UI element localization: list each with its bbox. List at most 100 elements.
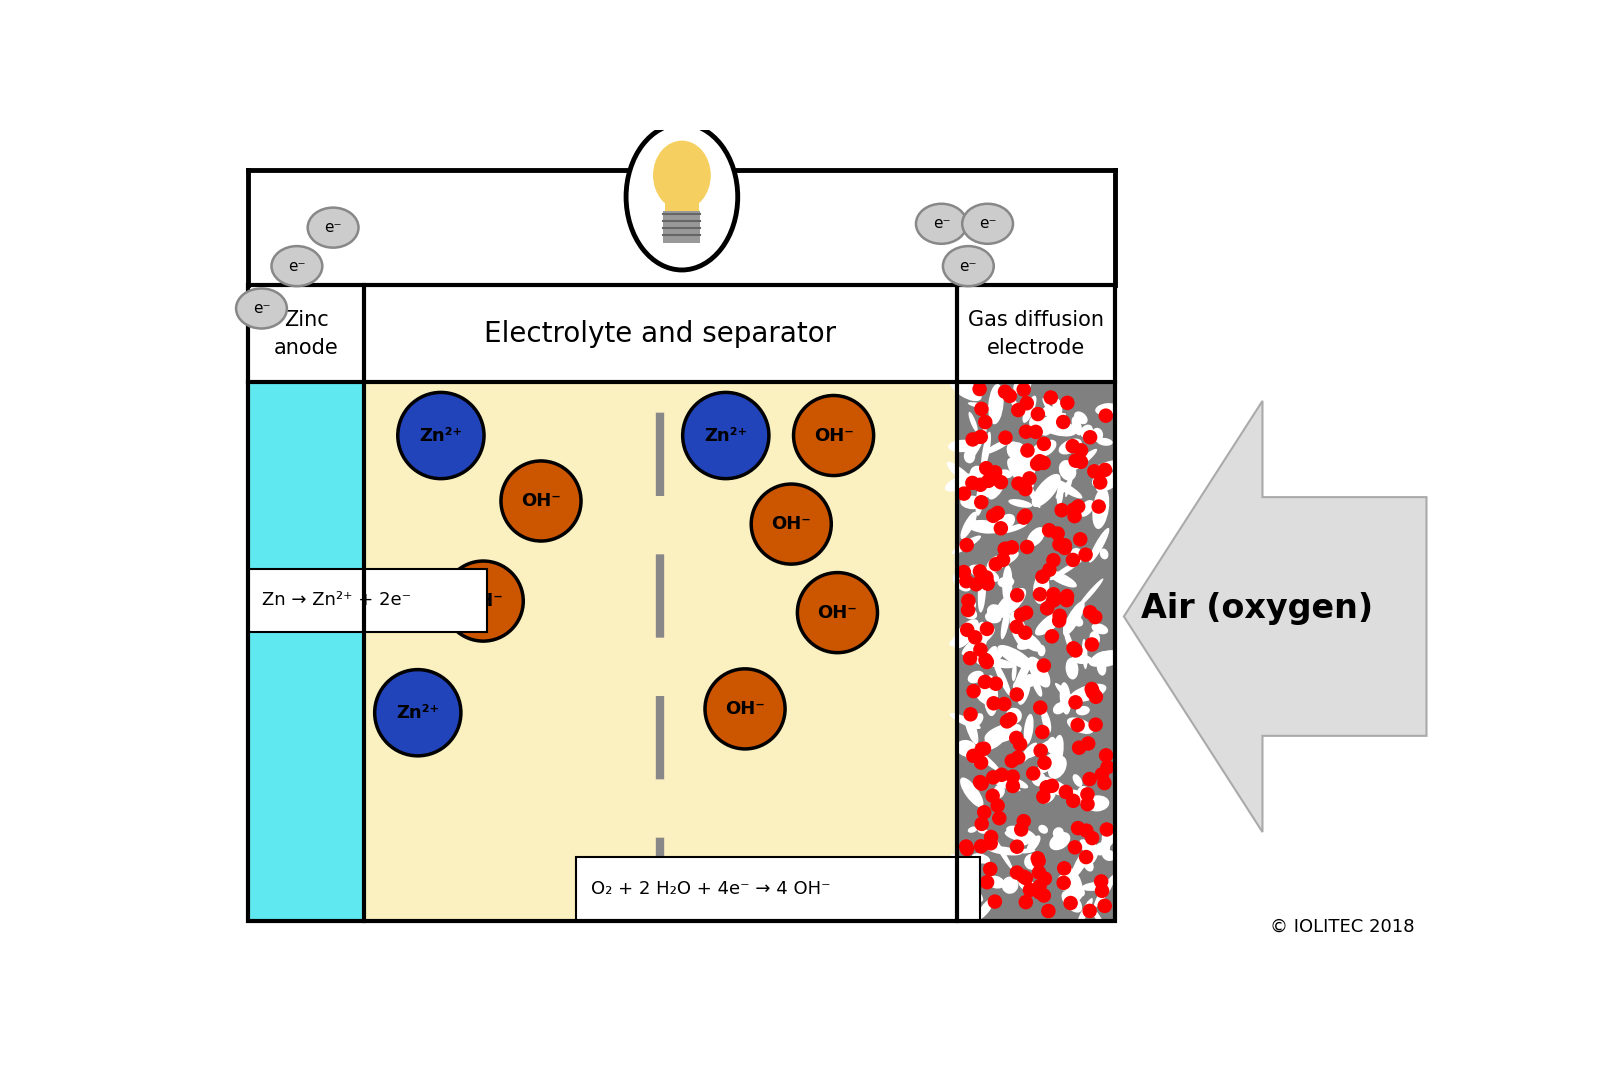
Circle shape bbox=[965, 708, 978, 721]
Circle shape bbox=[974, 478, 987, 491]
Circle shape bbox=[974, 496, 987, 509]
Ellipse shape bbox=[1092, 460, 1123, 473]
Circle shape bbox=[1092, 500, 1105, 513]
Ellipse shape bbox=[1007, 826, 1037, 843]
Text: e⁻: e⁻ bbox=[979, 216, 997, 232]
Circle shape bbox=[1029, 425, 1042, 438]
Circle shape bbox=[1099, 463, 1112, 476]
Ellipse shape bbox=[307, 208, 359, 248]
Ellipse shape bbox=[1070, 791, 1079, 797]
Circle shape bbox=[1023, 883, 1036, 897]
Ellipse shape bbox=[945, 474, 978, 491]
Text: OH⁻: OH⁻ bbox=[813, 426, 853, 445]
Circle shape bbox=[1094, 476, 1107, 489]
Ellipse shape bbox=[1023, 396, 1036, 423]
Ellipse shape bbox=[1031, 413, 1067, 428]
Circle shape bbox=[1086, 683, 1099, 696]
Circle shape bbox=[974, 403, 987, 415]
Circle shape bbox=[1057, 861, 1071, 875]
Ellipse shape bbox=[1071, 655, 1092, 664]
Ellipse shape bbox=[1081, 882, 1109, 890]
Circle shape bbox=[1099, 409, 1112, 422]
Ellipse shape bbox=[1042, 406, 1058, 418]
Circle shape bbox=[968, 631, 981, 644]
Circle shape bbox=[1036, 726, 1049, 739]
Ellipse shape bbox=[916, 203, 966, 243]
Ellipse shape bbox=[992, 835, 1013, 870]
Ellipse shape bbox=[1012, 663, 1016, 682]
Circle shape bbox=[1012, 404, 1025, 417]
Ellipse shape bbox=[1062, 890, 1083, 912]
Circle shape bbox=[1070, 454, 1083, 467]
Ellipse shape bbox=[997, 577, 1015, 588]
Ellipse shape bbox=[995, 514, 1015, 532]
Ellipse shape bbox=[1049, 477, 1083, 499]
Ellipse shape bbox=[1007, 458, 1034, 489]
Circle shape bbox=[999, 431, 1012, 445]
Ellipse shape bbox=[1076, 705, 1089, 715]
Circle shape bbox=[1099, 899, 1112, 912]
Ellipse shape bbox=[1013, 378, 1031, 394]
Circle shape bbox=[960, 840, 973, 853]
Circle shape bbox=[1018, 510, 1033, 523]
Circle shape bbox=[1010, 688, 1023, 701]
Ellipse shape bbox=[1041, 779, 1070, 797]
Bar bbox=[249, 382, 364, 921]
Ellipse shape bbox=[968, 671, 984, 683]
Circle shape bbox=[1058, 539, 1071, 552]
Ellipse shape bbox=[1089, 528, 1109, 563]
Ellipse shape bbox=[1084, 795, 1109, 812]
Circle shape bbox=[973, 776, 987, 789]
Ellipse shape bbox=[949, 630, 979, 646]
Circle shape bbox=[1081, 797, 1094, 810]
Ellipse shape bbox=[978, 571, 986, 612]
Circle shape bbox=[1075, 456, 1088, 469]
Ellipse shape bbox=[1073, 774, 1083, 787]
Circle shape bbox=[1031, 852, 1044, 865]
Circle shape bbox=[1046, 630, 1058, 643]
Ellipse shape bbox=[1023, 461, 1037, 475]
Ellipse shape bbox=[1010, 778, 1028, 789]
Text: Electrolyte and separator: Electrolyte and separator bbox=[485, 319, 837, 347]
Circle shape bbox=[1097, 777, 1110, 790]
Ellipse shape bbox=[976, 898, 994, 920]
Circle shape bbox=[1083, 905, 1096, 918]
Ellipse shape bbox=[974, 656, 1015, 669]
Ellipse shape bbox=[1094, 874, 1117, 908]
Ellipse shape bbox=[1102, 849, 1115, 861]
Circle shape bbox=[1068, 510, 1081, 523]
Ellipse shape bbox=[1041, 790, 1055, 804]
Circle shape bbox=[1079, 549, 1092, 562]
Ellipse shape bbox=[966, 599, 976, 610]
Circle shape bbox=[1041, 602, 1054, 615]
Circle shape bbox=[1010, 589, 1025, 602]
Circle shape bbox=[974, 643, 987, 656]
Ellipse shape bbox=[1058, 460, 1076, 480]
Ellipse shape bbox=[1005, 708, 1021, 724]
Ellipse shape bbox=[1088, 845, 1099, 865]
Ellipse shape bbox=[1023, 479, 1041, 509]
Ellipse shape bbox=[984, 723, 1021, 743]
Circle shape bbox=[1088, 465, 1100, 478]
Ellipse shape bbox=[1065, 464, 1075, 497]
Circle shape bbox=[1005, 754, 1018, 767]
Ellipse shape bbox=[1018, 675, 1031, 704]
Ellipse shape bbox=[1016, 639, 1034, 650]
Ellipse shape bbox=[1102, 831, 1107, 842]
Ellipse shape bbox=[970, 745, 1000, 771]
Ellipse shape bbox=[1049, 755, 1067, 779]
Circle shape bbox=[958, 857, 971, 870]
Ellipse shape bbox=[997, 645, 1034, 670]
Ellipse shape bbox=[1071, 616, 1083, 626]
Ellipse shape bbox=[1018, 469, 1036, 490]
Circle shape bbox=[984, 836, 997, 849]
Circle shape bbox=[989, 465, 1002, 479]
Ellipse shape bbox=[942, 246, 994, 286]
Ellipse shape bbox=[1002, 565, 1013, 603]
Ellipse shape bbox=[1097, 438, 1113, 446]
Ellipse shape bbox=[994, 470, 1004, 479]
Circle shape bbox=[1031, 408, 1044, 421]
Circle shape bbox=[797, 572, 877, 652]
Circle shape bbox=[1096, 768, 1109, 781]
Circle shape bbox=[966, 476, 979, 489]
